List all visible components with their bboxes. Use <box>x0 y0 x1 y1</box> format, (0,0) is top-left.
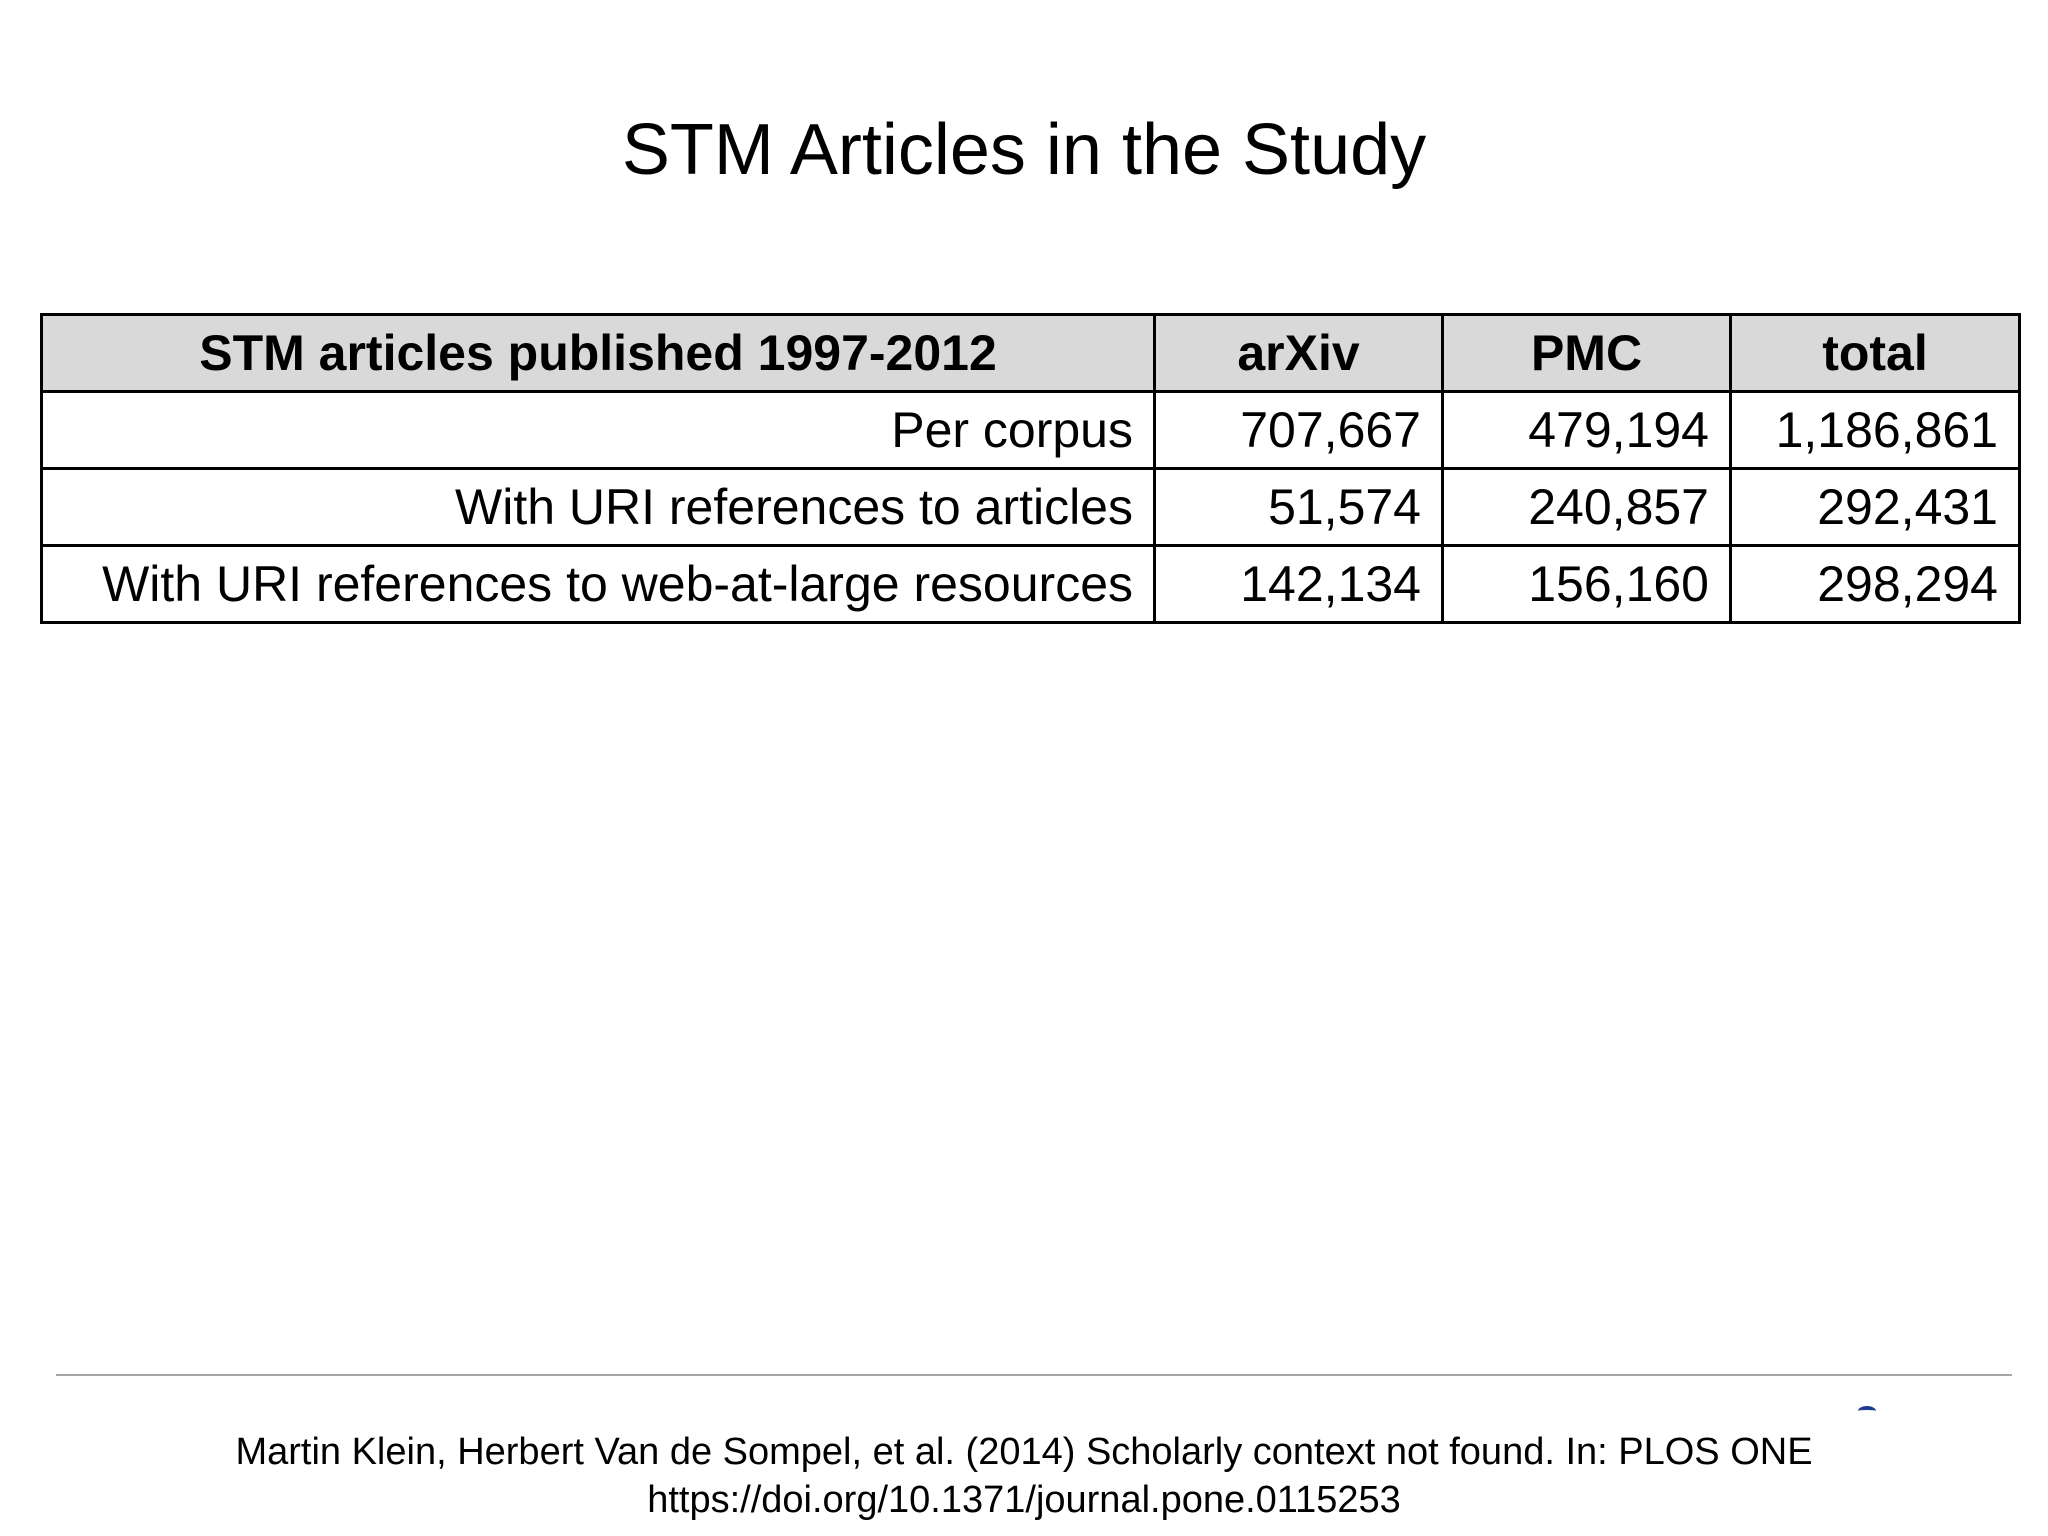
cell-pmc: 156,160 <box>1441 544 1732 624</box>
footer-divider <box>56 1374 2012 1376</box>
table-row: Per corpus 707,667 479,194 1,186,861 <box>40 390 2021 470</box>
row-label: Per corpus <box>40 390 1156 470</box>
header-cell-category: STM articles published 1997-2012 <box>40 313 1156 393</box>
articles-table: STM articles published 1997-2012 arXiv P… <box>40 313 2021 624</box>
row-label: With URI references to web-at-large reso… <box>40 544 1156 624</box>
header-cell-pmc: PMC <box>1441 313 1732 393</box>
footer-citation: Martin Klein, Herbert Van de Sompel, et … <box>0 1428 2048 1524</box>
cell-total: 292,431 <box>1729 467 2021 547</box>
table-header-row: STM articles published 1997-2012 arXiv P… <box>40 313 2021 393</box>
table-row: With URI references to articles 51,574 2… <box>40 467 2021 547</box>
cell-pmc: 240,857 <box>1441 467 1732 547</box>
table-row: With URI references to web-at-large reso… <box>40 544 2021 624</box>
slide-title: STM Articles in the Study <box>621 110 1427 190</box>
row-label: With URI references to articles <box>40 467 1156 547</box>
cell-arxiv: 51,574 <box>1153 467 1444 547</box>
citation-doi-link[interactable]: https://doi.org/10.1371/journal.pone.011… <box>647 1479 1401 1521</box>
header-cell-total: total <box>1729 313 2021 393</box>
cell-total: 298,294 <box>1729 544 2021 624</box>
cell-arxiv: 707,667 <box>1153 390 1444 470</box>
cell-pmc: 479,194 <box>1441 390 1732 470</box>
citation-text: Martin Klein, Herbert Van de Sompel, et … <box>235 1431 1813 1473</box>
header-cell-arxiv: arXiv <box>1153 313 1444 393</box>
cell-arxiv: 142,134 <box>1153 544 1444 624</box>
cell-total: 1,186,861 <box>1729 390 2021 470</box>
logo-fragment-icon <box>1858 1406 1876 1416</box>
